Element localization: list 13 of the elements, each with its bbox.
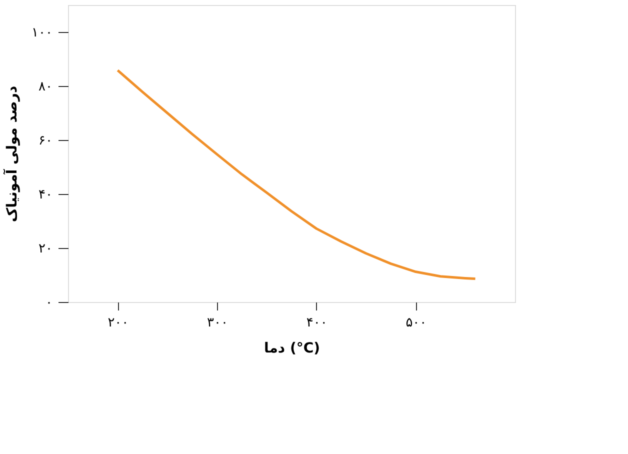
line-series	[116, 69, 477, 280]
y-tick-label: ۶۰	[38, 134, 52, 148]
x-tick-label: ۵۰۰	[406, 316, 427, 330]
y-tick-label: ۱۰۰	[32, 26, 52, 40]
y-tick-label: ۸۰	[38, 80, 52, 94]
y-axis-title: درصد مولی آمونیاک	[2, 86, 21, 222]
x-tick-label: ۲۰۰	[108, 316, 129, 330]
x-tick-label: ۴۰۰	[306, 316, 328, 330]
y-tick-label: ۰	[46, 296, 52, 310]
x-tick-label: ۳۰۰	[207, 316, 228, 330]
y-tick-label: ۲۰	[38, 242, 52, 256]
y-tick-label: ۴۰	[38, 188, 52, 202]
x-axis-title: دما (°C)	[264, 340, 320, 356]
